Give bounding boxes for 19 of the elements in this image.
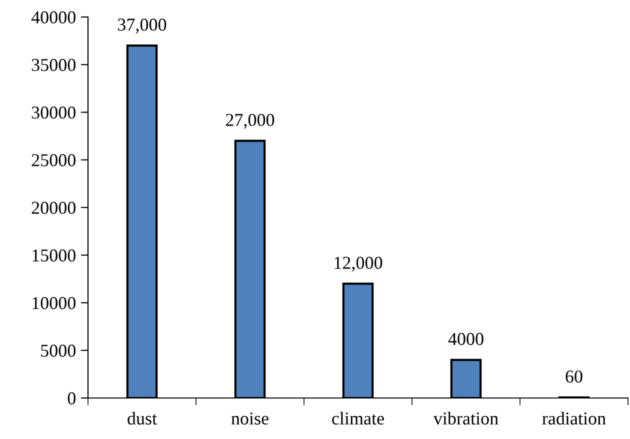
data-label: 4000 — [448, 332, 484, 346]
x-tick-label: climate — [332, 412, 384, 425]
x-tick-label: noise — [231, 412, 268, 425]
data-label: 37,000 — [118, 18, 166, 34]
y-tick-label: 40000 — [31, 11, 76, 24]
x-tick-label: dust — [128, 412, 157, 425]
y-tick-label: 35000 — [32, 58, 76, 72]
y-tick-label: 25000 — [32, 154, 76, 166]
y-tick-label: 10000 — [32, 297, 76, 310]
y-tick-label: 30000 — [32, 106, 76, 119]
y-tick-label: 0 — [68, 392, 76, 404]
data-label: 12,000 — [334, 256, 382, 272]
y-tick-label: 20000 — [32, 202, 76, 214]
data-label: 60 — [566, 370, 582, 383]
x-tick-label: vibration — [433, 412, 498, 425]
data-label: 27,000 — [226, 114, 274, 129]
y-tick-label: 15000 — [32, 249, 76, 262]
x-tick-label: radiation — [542, 412, 606, 425]
y-tick-label: 5000 — [41, 344, 76, 357]
